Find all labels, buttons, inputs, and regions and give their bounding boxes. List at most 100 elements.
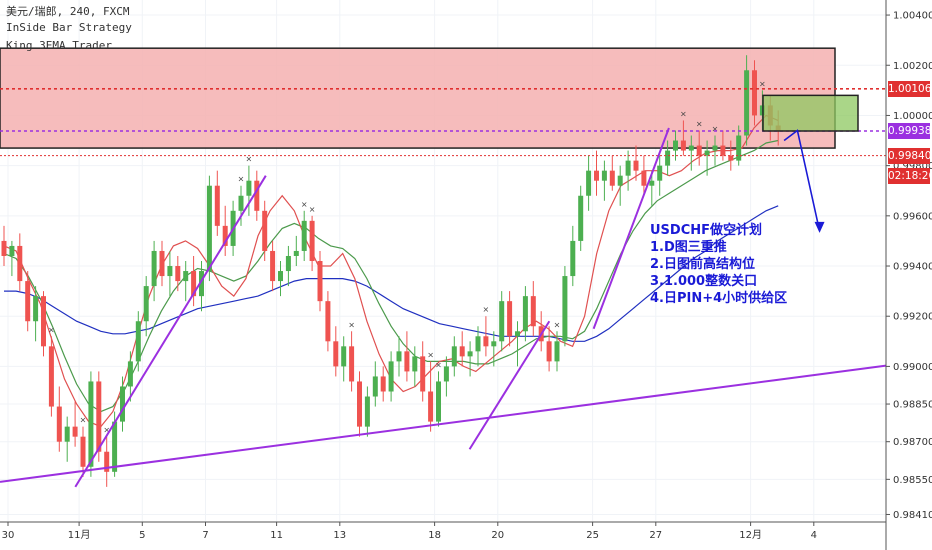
candle-body: [254, 180, 260, 211]
price-tick-label: 0.99800: [893, 161, 932, 172]
trendline: [0, 364, 887, 483]
candle-body: [17, 245, 23, 282]
candle-body: [80, 436, 86, 467]
candle-body: [736, 135, 742, 161]
time-tick-label: 25: [586, 530, 599, 541]
candle-body: [48, 346, 54, 407]
annotation-item-2: 2.日图前高结构位: [650, 257, 755, 272]
ema-slow-line: [4, 205, 779, 342]
annotation-item-3: 3.1.000整数关口: [650, 274, 758, 289]
candle-body: [459, 346, 465, 357]
time-tick-label: 11: [270, 530, 283, 541]
indicator-legend-inside-bar[interactable]: InSide Bar Strategy: [6, 21, 132, 34]
time-tick-label: 20: [491, 530, 504, 541]
candle-body: [388, 361, 394, 392]
candle-body: [586, 170, 592, 196]
annotation-title: USDCHF做空计划: [650, 223, 763, 238]
inside-bar-marker: ×: [309, 205, 316, 214]
candle-body: [183, 271, 189, 282]
price-tick-label: 0.99200: [893, 312, 932, 323]
candle-body: [191, 271, 197, 297]
inside-bar-marker: ×: [759, 79, 766, 88]
target-box: [762, 94, 859, 132]
candle-body: [443, 366, 449, 382]
time-tick-label: 30: [2, 530, 15, 541]
candle-body: [396, 351, 402, 362]
candle-body: [522, 296, 528, 332]
candle-body: [317, 261, 323, 302]
inside-bar-marker: ×: [246, 155, 253, 164]
candle-body: [372, 376, 378, 397]
candle-body: [206, 185, 212, 272]
candle-body: [712, 145, 718, 151]
annotation-item-1: 1.D图三重推: [650, 240, 727, 255]
candle-body: [428, 391, 434, 422]
price-tick-label: 0.98700: [893, 437, 932, 448]
candle-body: [309, 220, 315, 261]
price-tick-label: 0.98850: [893, 400, 932, 411]
candles-layer: ××××××××××××××××: [1, 55, 781, 487]
candle-body: [9, 245, 15, 256]
price-tick-label: 0.98550: [893, 475, 932, 486]
inside-bar-marker: ×: [554, 320, 561, 329]
candle-body: [617, 175, 623, 186]
projection-path: [783, 129, 821, 232]
candle-body: [404, 351, 410, 372]
zones-layer: [0, 47, 836, 149]
candle-body: [238, 195, 244, 211]
candle-body: [199, 271, 204, 297]
candle-body: [143, 286, 149, 322]
candle-body: [25, 281, 31, 322]
candle-body: [357, 381, 362, 427]
candle-body: [467, 351, 473, 357]
candle-body: [33, 296, 39, 322]
candle-body: [104, 451, 110, 472]
candle-body: [696, 145, 702, 156]
candle-body: [88, 381, 94, 467]
candle-body: [151, 250, 157, 287]
price-tag: 02:18:26: [888, 167, 932, 184]
time-tick-label: 13: [333, 530, 346, 541]
time-axis[interactable]: 30 11月 5 7 11 13 18 20 25 27 12月 4: [0, 521, 886, 541]
drawings-layer: [0, 88, 887, 488]
candle-body: [1, 240, 7, 256]
price-axis[interactable]: 0.98410 0.98550 0.98700 0.98850 0.99000 0.992…: [885, 0, 932, 550]
time-tick-label: 18: [428, 530, 441, 541]
candle-body: [641, 170, 647, 186]
time-tick-label: 7: [202, 530, 208, 541]
candle-body: [704, 150, 710, 156]
symbol-legend[interactable]: 美元/瑞郎, 240, FXCM: [6, 5, 130, 18]
price-tick-label: 0.98410: [893, 510, 932, 521]
candle-body: [301, 220, 307, 251]
candle-body: [175, 266, 181, 282]
price-tick-label: 1.00400: [893, 11, 932, 22]
candle-body: [56, 406, 62, 442]
indicator-legend-3ema[interactable]: King 3EMA Trader: [6, 39, 112, 52]
time-tick-label: 11月: [68, 529, 91, 541]
candle-body: [349, 346, 355, 382]
candle-body: [491, 341, 497, 347]
time-tick-label: 27: [649, 530, 662, 541]
annotation-item-4: 4.日PIN+4小时供给区: [650, 291, 788, 306]
candle-body: [515, 331, 520, 337]
candle-body: [41, 296, 46, 347]
price-tick-label: 0.99400: [893, 262, 932, 273]
candle-body: [420, 356, 426, 392]
candle-body: [657, 165, 663, 181]
price-tag: 0.99840: [888, 147, 932, 164]
trendline: [74, 175, 267, 488]
candle-body: [649, 180, 655, 186]
price-tick-label: 0.99000: [893, 362, 932, 373]
candle-body: [285, 255, 291, 272]
candle-body: [562, 276, 568, 342]
projection-arrowhead: [814, 221, 825, 233]
candle-body: [120, 386, 125, 422]
candle-body: [609, 170, 615, 186]
candle-body: [214, 185, 220, 226]
candle-body: [728, 155, 734, 161]
candle-body: [530, 296, 536, 327]
candle-body: [293, 250, 299, 256]
inside-bar-marker: ×: [712, 125, 719, 134]
inside-bar-marker: ×: [48, 325, 55, 334]
